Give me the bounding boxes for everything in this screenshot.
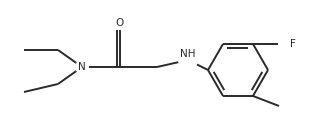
Text: N: N bbox=[78, 62, 86, 72]
Text: O: O bbox=[116, 18, 124, 28]
Text: NH: NH bbox=[180, 49, 196, 59]
Text: F: F bbox=[290, 39, 296, 49]
